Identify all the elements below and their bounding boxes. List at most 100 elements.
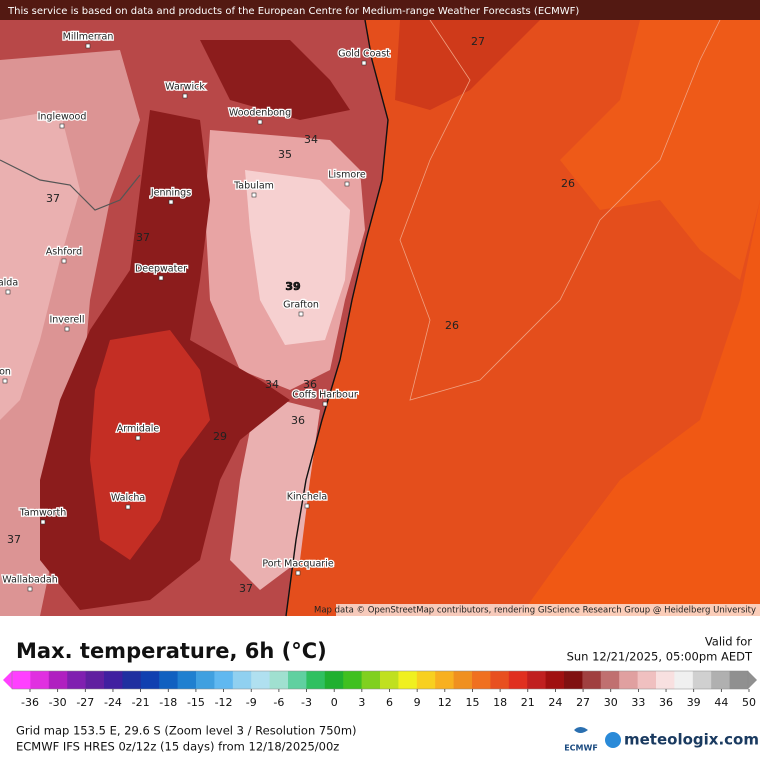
colorbar-tick-label: 3 <box>358 696 365 709</box>
town-marker <box>158 275 164 281</box>
contour-label: 29 <box>213 430 227 443</box>
colorbar-segment <box>67 671 87 689</box>
colorbar-segment <box>159 671 179 689</box>
contour-label: 37 <box>239 582 253 595</box>
contour-label: 36 <box>303 378 317 391</box>
town-marker <box>322 401 328 407</box>
colorbar-tick-label: 21 <box>521 696 535 709</box>
town-label: Lismore <box>328 170 366 181</box>
colorbar-tick-label: 9 <box>414 696 421 709</box>
colorbar-arrow <box>3 671 12 689</box>
contour-label: 27 <box>471 35 485 48</box>
banner-bg <box>0 0 760 20</box>
colorbar-segment <box>306 671 326 689</box>
town-label: on <box>0 367 11 378</box>
colorbar-tick-label: 18 <box>493 696 507 709</box>
colorbar-segment <box>85 671 105 689</box>
colorbar-segment <box>324 671 344 689</box>
colorbar-tick-label: 39 <box>687 696 701 709</box>
meteologix-icon <box>605 732 621 748</box>
town-marker <box>27 586 33 592</box>
contour-label: 37 <box>7 533 21 546</box>
colorbar-tick-label: -6 <box>273 696 284 709</box>
colorbar-tick-label: -18 <box>159 696 177 709</box>
colorbar-frame <box>11 670 749 690</box>
colorbar-tick-label: -30 <box>49 696 67 709</box>
colorbar-segment <box>380 671 399 689</box>
colorbar-segment <box>269 671 289 689</box>
colorbar-tick-label: 0 <box>331 696 338 709</box>
town-marker <box>361 60 367 66</box>
colorbar-segment <box>674 671 694 689</box>
town-marker <box>182 93 188 99</box>
town-label: Ashford <box>46 247 82 258</box>
colorbar-segment <box>711 671 731 689</box>
colorbar-segment <box>564 671 583 689</box>
colorbar-segment <box>48 671 68 689</box>
colorbar-tick-label: 6 <box>386 696 393 709</box>
town-marker <box>40 519 46 525</box>
town-marker <box>251 192 257 198</box>
town-marker <box>304 503 310 509</box>
colorbar-tick-label: 24 <box>548 696 562 709</box>
colorbar-tick-label: 27 <box>576 696 590 709</box>
colorbar-tick-label: 30 <box>604 696 618 709</box>
colorbar-segment <box>104 671 123 689</box>
town-label: Jennings <box>150 188 191 199</box>
contour-label: 26 <box>561 177 575 190</box>
contour-label: 36 <box>291 414 305 427</box>
colorbar-segment <box>177 671 197 689</box>
colorbar-segment <box>637 671 657 689</box>
colorbar-segment <box>251 671 271 689</box>
contour-label: 37 <box>46 192 60 205</box>
colorbar-segment <box>472 671 491 689</box>
colorbar-segment <box>545 671 565 689</box>
contour-label: 35 <box>278 148 292 161</box>
contour-label: 26 <box>445 319 459 332</box>
attribution-bg <box>336 604 760 616</box>
town-label: Tabulam <box>233 181 274 192</box>
contour-labels: 27 34 35 26 37 37 39 26 34 36 36 29 37 37 <box>7 35 575 595</box>
town-label: Woodenbong <box>229 108 291 119</box>
meteologix-logo: meteologix.com <box>624 731 759 749</box>
colorbar-segment <box>416 671 436 689</box>
land-hot <box>230 400 320 590</box>
colorbar-segment <box>582 671 602 689</box>
cool-sea-area <box>395 20 540 110</box>
colorbar-segment <box>288 671 307 689</box>
town-label: alda <box>0 278 18 289</box>
colorbar-segment <box>435 671 455 689</box>
colorbar: -36 -30 -27 -24 -21 -18 -15 -12 -9 -6 -3 0 3 6 9 12 15 18… <box>3 670 757 709</box>
town-marker <box>85 43 91 49</box>
town-label: Grafton <box>283 300 319 311</box>
valid-time: Sun 12/21/2025, 05:00pm AEDT <box>567 650 753 664</box>
colorbar-tick-label: 36 <box>659 696 673 709</box>
colorbar-segment <box>453 671 473 689</box>
town-marker <box>61 258 67 264</box>
colorbar-segment <box>398 671 418 689</box>
town-label: Gold Coast <box>338 49 390 60</box>
ecmwf-logo: ECMWF <box>564 744 598 753</box>
town-marker <box>59 123 65 129</box>
towns: Millmerran Gold Coast Warwick Inglewood Wood… <box>0 30 391 592</box>
cool-plateau <box>90 330 210 560</box>
town-label: Wallabadah <box>2 575 57 586</box>
colorbar-segment <box>527 671 547 689</box>
town-label: Port Macquarie <box>262 559 334 570</box>
colorbar-segment <box>619 671 639 689</box>
colorbar-segment <box>343 671 363 689</box>
town-marker <box>257 119 263 125</box>
colorbar-tick-label: -15 <box>187 696 205 709</box>
colorbar-segment <box>214 671 234 689</box>
colorbar-arrow <box>748 671 757 689</box>
town-marker <box>298 311 304 317</box>
colorbar-segment <box>196 671 215 689</box>
colorbar-segment <box>30 671 50 689</box>
town-marker <box>5 289 11 295</box>
colorbar-tick-label: 15 <box>465 696 479 709</box>
town-label: Kinchela <box>287 492 327 503</box>
contour-label: 37 <box>136 231 150 244</box>
colorbar-segment <box>729 671 749 689</box>
town-label: Walcha <box>111 493 145 504</box>
colorbar-tick-label: 44 <box>714 696 728 709</box>
